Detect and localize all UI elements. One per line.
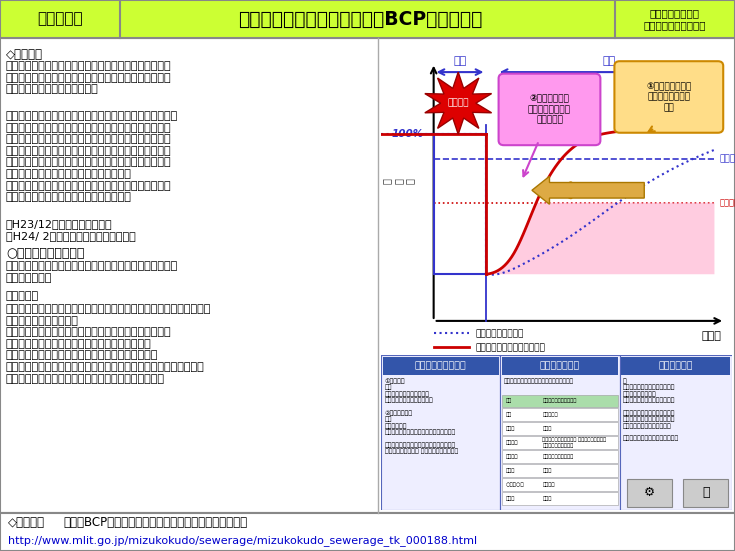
Text: ＢＣＰ実践後の予想復旧曲線: ＢＣＰ実践後の予想復旧曲線	[476, 343, 545, 352]
Bar	[434, 134, 487, 274]
Text: 機
能
量: 機 能 量	[382, 178, 415, 184]
Text: 訓練・維持改善計画: 訓練・維持改善計画	[415, 361, 467, 370]
Bar	[502, 450, 618, 463]
Text: 返事: 返事	[506, 412, 512, 417]
Text: 業長品品の安全管理計画 担当：した下面担当
分品の新品見人〜解説: 業長品品の安全管理計画 担当：した下面担当 分品の新品見人〜解説	[542, 437, 606, 448]
Text: ○下水道ＢＣＰの内容: ○下水道ＢＣＰの内容	[6, 247, 85, 260]
Text: 被災時における人材や資機材の不足等，制約条件を考慮
した対応計画。: 被災時における人材や資機材の不足等，制約条件を考慮 した対応計画。	[6, 261, 179, 283]
Text: 一口時間: 一口時間	[506, 454, 518, 459]
Bar	[502, 436, 618, 449]
Text: 非常時対応計画: 非常時対応計画	[540, 361, 580, 370]
Text: 基本的事項: 基本的事項	[6, 291, 39, 301]
Bar	[0, 0, 735, 38]
Text: 下水道BCP策定マニュアル（地震・津波編）検討委員会: 下水道BCP策定マニュアル（地震・津波編）検討委員会	[63, 516, 247, 530]
Text: 大規模地震・津波の発生により下水道機能が停止する
と，汚水の流出，トイレの使用不可，浸水被害の助長等
社会的に甚大な影響を与える。: 大規模地震・津波の発生により下水道機能が停止する と，汚水の流出，トイレの使用不…	[6, 61, 172, 94]
Text: 地震・津波に強い
国づくり，まちづくり: 地震・津波に強い 国づくり，まちづくり	[644, 8, 706, 30]
FancyBboxPatch shape	[498, 74, 600, 145]
Text: ①訓練計画
例）
・緊急メール不在空間ＵＰ
・非常時対応の情報処分装備

②業務継続計画
例）
　・行動計画
（人事・異動に行う管理会合品の安全等）

・下水道: ①訓練計画 例） ・緊急メール不在空間ＵＰ ・非常時対応の情報処分装備 ②業務継…	[384, 378, 458, 454]
Text: ○日〜○日: ○日〜○日	[506, 482, 524, 487]
Bar	[381, 355, 501, 510]
Text: ・・・: ・・・	[506, 468, 515, 473]
Bar	[502, 464, 618, 477]
Text: 事前: 事前	[453, 56, 467, 66]
Text: ◇取組概要: ◇取組概要	[6, 48, 43, 61]
Text: http://www.mlit.go.jp/mizukokudo/sewerage/mizukokudo_sewerage_tk_000188.html: http://www.mlit.go.jp/mizukokudo/sewerag…	[8, 536, 477, 547]
Text: ・・・: ・・・	[542, 468, 552, 473]
Text: ・・・: ・・・	[506, 496, 515, 501]
Bar	[502, 356, 618, 375]
Text: 地方公共団体における下水道BCP策定の促進: 地方公共団体における下水道BCP策定の促進	[238, 9, 482, 29]
Bar	[0, 38, 735, 513]
Bar	[0, 513, 735, 551]
Bar	[502, 492, 618, 505]
Text: 目　標: 目 標	[720, 155, 735, 164]
Text: 等号: 等号	[506, 398, 512, 403]
Text: ⚙: ⚙	[644, 487, 655, 499]
Text: ・・・: ・・・	[506, 426, 515, 431]
Text: 📦: 📦	[702, 487, 709, 499]
Text: 許容限界: 許容限界	[720, 198, 735, 207]
Text: 100%: 100%	[392, 129, 423, 139]
Text: ・H23/12：第１回検討委員会
・H24/ 2：第２回，第３回検討委員会: ・H23/12：第１回検討委員会 ・H24/ 2：第２回，第３回検討委員会	[6, 219, 136, 241]
Text: 下水道施設が被災した場合でも，従来よりも速やかに，
かつ高いレベルで下水道が果たすべき機能を維持・回復
させることを目的として，下水道ＢＣＰ策定マニュアル
（地: 下水道施設が被災した場合でも，従来よりも速やかに， かつ高いレベルで下水道が果た…	[6, 111, 179, 202]
Text: 国土交通省: 国土交通省	[37, 12, 83, 26]
Text: 〇口時間: 〇口時間	[506, 440, 518, 445]
Bar	[383, 356, 498, 375]
FancyBboxPatch shape	[614, 61, 723, 133]
Text: 最後消者: 最後消者	[542, 482, 555, 487]
Bar	[502, 408, 618, 421]
Text: ・・・: ・・・	[542, 426, 552, 431]
Bar	[683, 479, 728, 507]
Text: 事前対策計画: 事前対策計画	[659, 361, 693, 370]
Text: ②許容限界以上
のレベルで機能を
継続させる: ②許容限界以上 のレベルで機能を 継続させる	[528, 95, 571, 125]
Text: 水洗での消化予算（例）: 水洗での消化予算（例）	[542, 398, 577, 403]
Text: ・策定体制　：下水道部局のリーダーシップによって下水道部局全
　　　　　　　体の参画
　・地震規模等：地震　震度６程度，津波　最大クラス
　・被害想定　：震後に: ・策定体制 ：下水道部局のリーダーシップによって下水道部局全 体の参画 ・地震規…	[6, 304, 212, 383]
Polygon shape	[487, 203, 714, 274]
Bar	[620, 355, 732, 510]
Text: 災害発生: 災害発生	[448, 99, 469, 107]
Polygon shape	[425, 72, 492, 134]
Bar	[627, 479, 673, 507]
Text: 機長の参集: 機長の参集	[542, 412, 558, 417]
Text: ①許容される期間
内に機能を復旧さ
せる: ①許容される期間 内に機能を復旧さ せる	[646, 82, 692, 112]
Text: 各先生の割合検索が行いのかわら計算・登録: 各先生の割合検索が行いのかわら計算・登録	[504, 378, 574, 384]
Text: 事後: 事後	[603, 56, 616, 66]
Text: ◇参照先：: ◇参照先：	[8, 516, 45, 530]
Text: 時間軸: 時間軸	[702, 332, 722, 342]
Bar	[502, 478, 618, 490]
FancyArrow shape	[532, 176, 645, 204]
Text: 下水道対版本数立上げ: 下水道対版本数立上げ	[542, 454, 574, 459]
Bar	[502, 395, 618, 407]
Bar	[502, 423, 618, 435]
Text: 復　旧: 復 旧	[695, 83, 714, 93]
Text: 現状の予想復旧曲線: 現状の予想復旧曲線	[476, 329, 524, 338]
Bar	[621, 356, 731, 375]
FancyBboxPatch shape	[381, 355, 732, 510]
Bar	[501, 355, 620, 510]
Text: ・・・: ・・・	[542, 496, 552, 501]
Text: 例
・前の力な力系体の飲料水品供
体制の整備，内確立
（略し中水道力系共同体で活）

・仲発力した診察小体制の検修
（水道検計との同確確定交え）
・仙泉産業２５: 例 ・前の力な力系体の飲料水品供 体制の整備，内確立 （略し中水道力系共同体で活…	[623, 378, 679, 441]
